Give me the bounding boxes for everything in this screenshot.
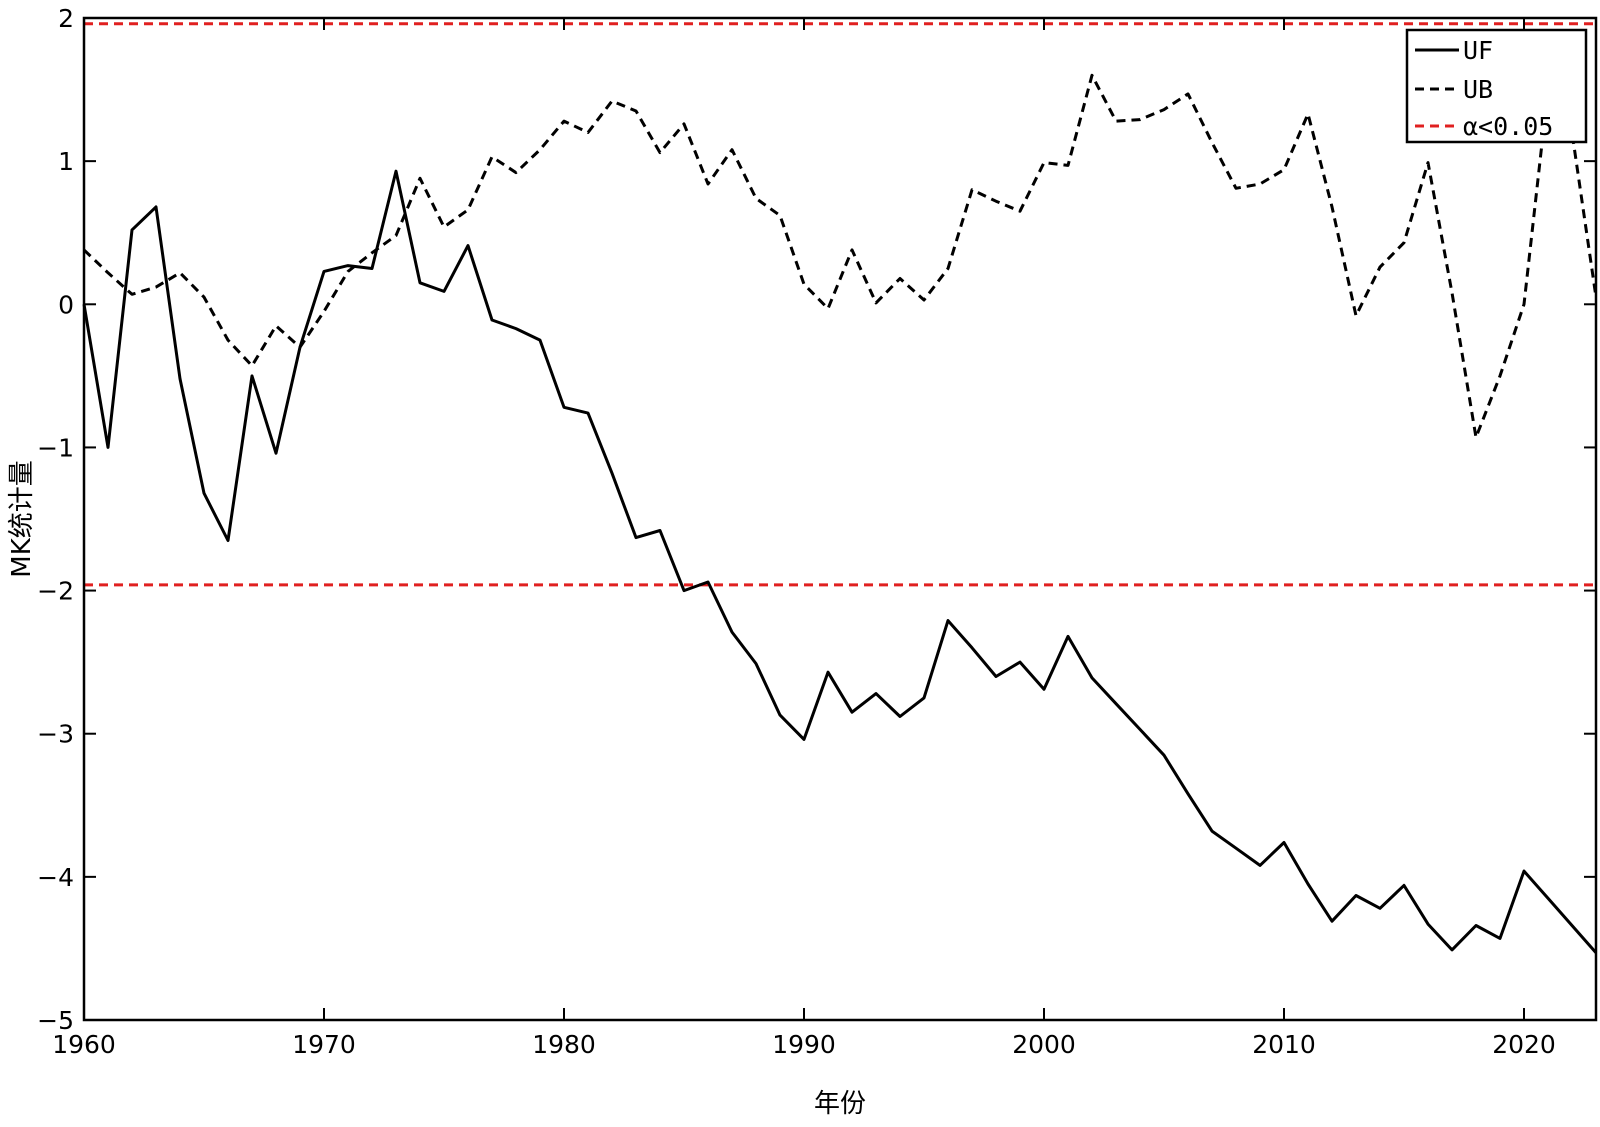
plot-area [84,18,1596,1020]
y-tick-label: −3 [37,720,74,749]
x-tick-label: 2010 [1252,1030,1316,1059]
y-tick-label: −2 [37,577,74,606]
y-tick-label: −5 [37,1006,74,1035]
y-tick-label: 1 [58,147,74,176]
plot-frame [82,16,1598,1022]
legend-label-alpha: α<0.05 [1463,112,1553,141]
legend: UF UB α<0.05 [1405,28,1588,144]
y-tick-label: 2 [58,4,74,33]
reference-lines [84,22,1596,587]
x-axis-ticks: 1960 1970 1980 1990 2000 2010 2020 [52,18,1556,1059]
x-axis-title: 年份 [814,1089,866,1119]
y-axis-title: MK统计量 [7,460,37,577]
x-tick-label: 1960 [52,1030,116,1059]
x-tick-label: 2020 [1492,1030,1556,1059]
series-layer [82,73,1598,954]
series-line-uf [82,169,1598,954]
legend-label-uf: UF [1463,36,1493,65]
y-axis-ticks: 2 1 0 −1 −2 −3 −4 −5 [37,4,1596,1035]
y-tick-label: 0 [58,290,74,319]
x-tick-label: 1980 [532,1030,596,1059]
x-tick-label: 1970 [292,1030,356,1059]
series-line-ub [82,73,1598,439]
y-tick-label: −4 [37,863,74,892]
x-tick-label: 2000 [1012,1030,1076,1059]
legend-label-ub: UB [1463,75,1493,104]
y-tick-label: −1 [37,433,74,462]
x-tick-label: 1990 [772,1030,836,1059]
